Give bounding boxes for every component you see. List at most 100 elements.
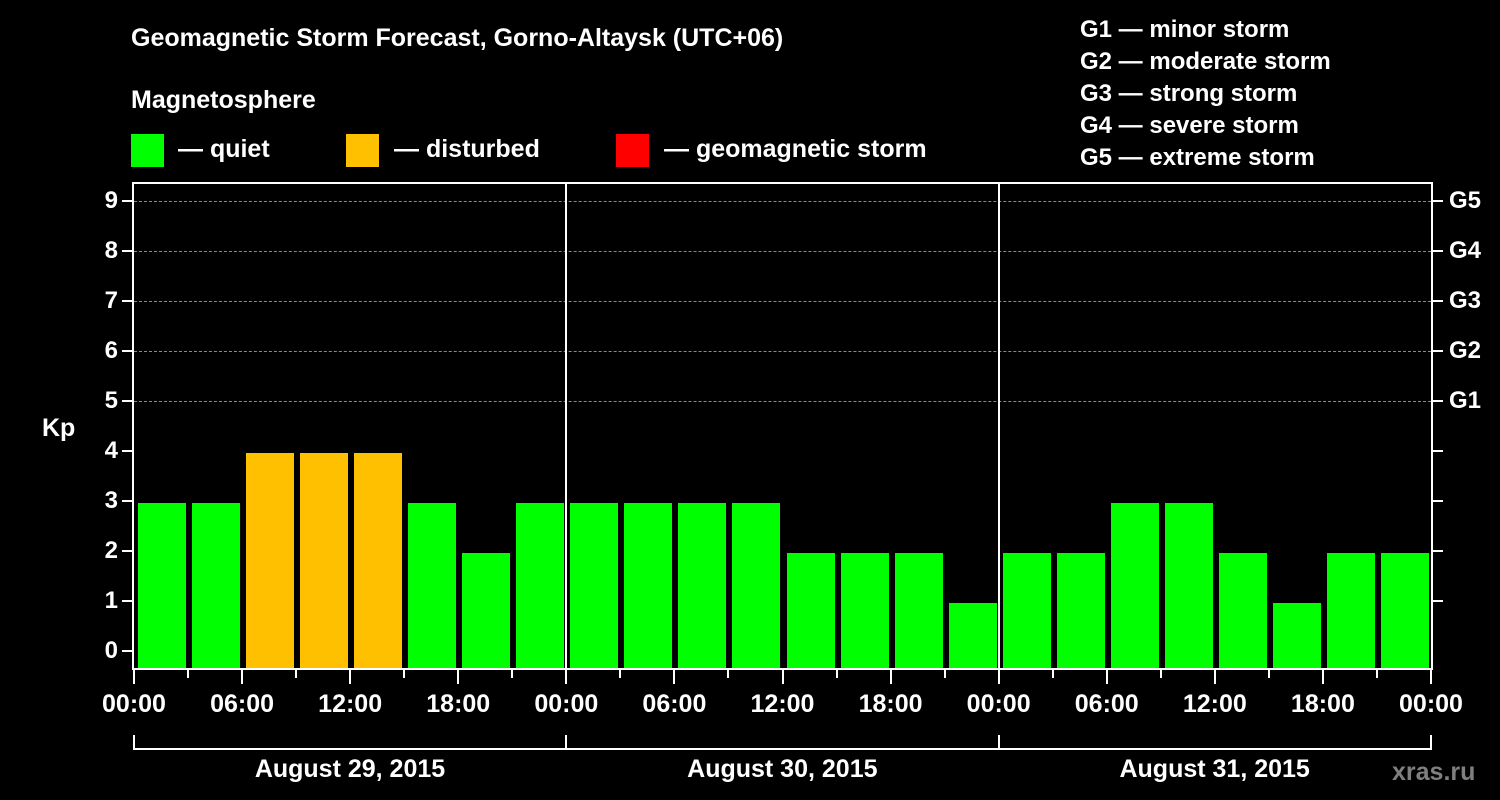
day-bracket-tick (565, 735, 568, 750)
day-bracket-tick (997, 735, 1000, 750)
x-tick (565, 668, 568, 684)
g-level-label: G3 (1449, 287, 1482, 314)
x-tick (511, 668, 514, 678)
x-tick (1430, 668, 1432, 684)
kp-bar (1164, 503, 1213, 668)
g-scale-legend: G1 — minor storm G2 — moderate storm G3 … (1080, 14, 1331, 174)
y-tick-right (1433, 550, 1443, 552)
g-scale-item: G1 — minor storm (1080, 16, 1290, 43)
kp-bar (894, 553, 943, 668)
x-tick-label: 00:00 (966, 690, 1031, 718)
x-tick-label: 06:00 (642, 690, 707, 718)
y-tick (122, 250, 132, 252)
y-tick (122, 500, 132, 502)
legend-label-disturbed: — disturbed (394, 135, 540, 163)
kp-bar (624, 503, 673, 668)
x-tick (187, 668, 190, 678)
gridline (134, 351, 1431, 352)
y-tick-right (1433, 400, 1443, 402)
y-tick (122, 450, 132, 452)
y-tick-label: 5 (104, 387, 118, 414)
kp-bar (408, 503, 457, 668)
watermark: xras.ru (1392, 758, 1476, 786)
kp-bar (516, 503, 565, 668)
kp-bar (354, 453, 403, 668)
kp-bar (300, 453, 349, 668)
x-tick-label: 00:00 (1399, 690, 1463, 718)
kp-bar (1002, 553, 1051, 668)
y-tick (122, 650, 132, 652)
y-tick-label: 3 (104, 487, 118, 514)
gridline (134, 251, 1431, 252)
kp-bar (192, 503, 241, 668)
x-tick-label: 00:00 (102, 690, 166, 718)
x-tick-label: 18:00 (1290, 690, 1355, 718)
x-tick-label: 12:00 (1182, 690, 1247, 718)
legend-swatch-disturbed (346, 134, 379, 167)
y-tick-right (1433, 600, 1443, 602)
x-tick-label: 06:00 (210, 690, 275, 718)
x-tick-label: 06:00 (1074, 690, 1139, 718)
y-tick-right (1433, 200, 1443, 202)
x-tick-label: 18:00 (426, 690, 491, 718)
day-bracket (566, 748, 999, 750)
day-label: August 31, 2015 (1119, 755, 1310, 783)
y-tick-right (1433, 300, 1443, 302)
x-tick-label: 18:00 (858, 690, 923, 718)
g-level-label: G1 (1449, 387, 1482, 414)
x-tick-label: 12:00 (750, 690, 815, 718)
g-scale-item: G5 — extreme storm (1080, 144, 1315, 171)
y-tick-label: 8 (104, 237, 118, 264)
g-level-label: G5 (1449, 187, 1482, 214)
y-tick-label: 0 (104, 637, 118, 664)
day-separator (997, 182, 1000, 668)
y-tick-right (1433, 450, 1443, 452)
chart-title: Geomagnetic Storm Forecast, Gorno-Altays… (131, 24, 784, 52)
y-tick-label: 4 (104, 437, 118, 464)
y-tick (122, 300, 132, 302)
y-tick-right (1433, 250, 1443, 252)
day-bracket-tick (133, 735, 135, 750)
legend-swatch-quiet (131, 134, 164, 167)
y-tick (122, 200, 132, 202)
x-tick (1375, 668, 1378, 678)
g-scale-item: G4 — severe storm (1080, 112, 1299, 139)
day-bracket (998, 748, 1431, 750)
x-tick-label: 12:00 (318, 690, 383, 718)
x-tick (835, 668, 838, 678)
y-tick (122, 550, 132, 552)
x-tick (457, 668, 460, 684)
g-level-label: G2 (1449, 337, 1482, 364)
y-tick (122, 350, 132, 352)
day-bracket (134, 748, 567, 750)
legend-label-storm: — geomagnetic storm (664, 135, 927, 163)
legend-label-quiet: — quiet (178, 135, 270, 163)
y-axis-label: Kp (42, 414, 76, 442)
kp-bar (1056, 553, 1105, 668)
x-tick (295, 668, 298, 678)
kp-bar (570, 503, 619, 668)
x-tick (619, 668, 622, 678)
day-separator (565, 182, 568, 668)
kp-bar (1272, 603, 1321, 668)
x-tick (1213, 668, 1216, 684)
gridline (134, 201, 1431, 202)
x-tick-label: 00:00 (534, 690, 599, 718)
day-bracket-tick (1430, 735, 1432, 750)
y-tick-label: 7 (104, 287, 118, 314)
gridline (134, 401, 1431, 402)
kp-bar (1218, 553, 1267, 668)
y-tick-label: 6 (104, 337, 118, 364)
x-tick (241, 668, 244, 684)
x-tick (1051, 668, 1054, 678)
x-tick (133, 668, 135, 684)
kp-bar (246, 453, 295, 668)
y-tick-label: 9 (104, 187, 118, 214)
kp-bar (1110, 503, 1159, 668)
chart-subtitle: Magnetosphere (131, 86, 316, 114)
day-label: August 29, 2015 (254, 755, 446, 783)
x-tick (1267, 668, 1270, 678)
y-tick (122, 400, 132, 402)
x-tick (997, 668, 1000, 684)
x-tick (781, 668, 784, 684)
